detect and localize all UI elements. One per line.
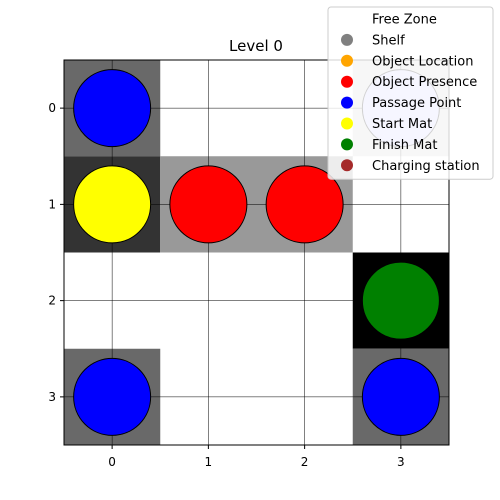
legend-box: [327, 6, 494, 180]
marker-passage-point-r3-c3: [361, 357, 440, 436]
legend-label-shelf: Shelf: [372, 33, 405, 48]
y-tick-label-3: 3: [48, 390, 56, 404]
marker-passage-point-r3-c0: [73, 357, 152, 436]
legend: Free Zone Shelf Object Location Object Pres…: [327, 6, 494, 180]
legend-label-start-mat: Start Mat: [372, 117, 432, 132]
legend-swatch-finish-mat: [341, 138, 353, 151]
x-tick-label-3: 3: [397, 455, 405, 469]
legend-swatch-object-location: [341, 54, 353, 67]
marker-object-presence-r1-c1: [169, 165, 248, 244]
legend-swatch-shelf: [341, 33, 353, 46]
legend-swatch-start-mat: [341, 117, 353, 130]
legend-swatch-charging-station: [341, 159, 353, 172]
marker-finish-mat-r2-c3: [361, 261, 440, 340]
legend-label-object-presence: Object Presence: [372, 75, 477, 90]
y-tick-label-2: 2: [48, 294, 56, 308]
legend-label-finish-mat: Finish Mat: [372, 138, 437, 153]
x-tick-label-1: 1: [205, 455, 213, 469]
legend-label-passage-point: Passage Point: [372, 96, 461, 111]
y-tick-label-0: 0: [48, 101, 56, 115]
legend-swatch-free-zone: [341, 13, 353, 25]
legend-label-charging-station: Charging station: [372, 159, 480, 174]
legend-swatch-object-presence: [341, 75, 353, 88]
x-tick-label-0: 0: [108, 455, 116, 469]
plot-frame: [63, 59, 450, 446]
marker-start-mat-r1-c0: [73, 165, 152, 244]
x-tick-label-2: 2: [301, 455, 309, 469]
legend-label-free-zone: Free Zone: [372, 13, 437, 28]
legend-swatch-passage-point: [341, 96, 353, 109]
legend-label-object-location: Object Location: [372, 54, 473, 69]
marker-passage-point-r0-c0: [73, 69, 152, 148]
y-tick-label-1: 1: [48, 197, 56, 211]
chart-title: Level 0: [229, 37, 283, 55]
marker-object-presence-r1-c2: [265, 165, 344, 244]
